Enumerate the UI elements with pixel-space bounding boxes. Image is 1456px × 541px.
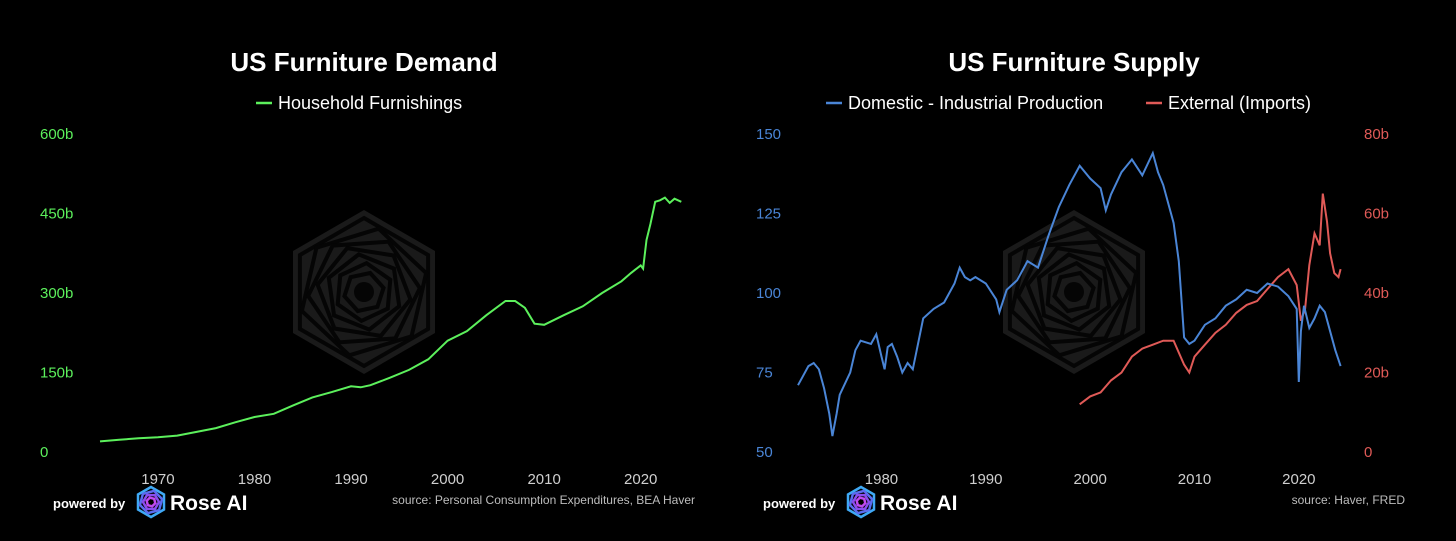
series-line-household-furnishings xyxy=(99,196,682,443)
x-tick-label: 1970 xyxy=(141,471,174,488)
hexagon-spiral-watermark-icon xyxy=(293,210,435,374)
y-right-tick-label: 80b xyxy=(1364,126,1389,143)
y-right-tick-label: 0 xyxy=(1364,444,1372,461)
x-tick-label: 1980 xyxy=(238,471,271,488)
y-tick-label: 0 xyxy=(40,444,48,461)
y-tick-label: 450b xyxy=(40,206,73,223)
rose-ai-logo-icon xyxy=(846,485,876,519)
chart-title: US Furniture Supply xyxy=(948,47,1200,77)
rose-ai-logo-icon xyxy=(136,485,166,519)
x-tick-label: 1990 xyxy=(334,471,367,488)
y-axis-right: 0 20b 40b 60b 80b xyxy=(1364,126,1389,461)
series-line-domestic xyxy=(797,150,1342,437)
series-line-imports xyxy=(1079,193,1342,406)
rose-ai-branding: powered by Rose AI xyxy=(53,485,247,519)
y-axis: 0 150b 300b 450b 600b xyxy=(40,126,73,461)
x-tick-label: 1990 xyxy=(969,471,1002,488)
y-axis-left: 50 75 100 125 150 xyxy=(756,126,781,461)
brand-name: Rose AI xyxy=(880,492,957,515)
y-left-tick-label: 125 xyxy=(756,206,781,223)
y-left-tick-label: 150 xyxy=(756,126,781,143)
y-tick-label: 600b xyxy=(40,126,73,143)
demand-chart-panel: US Furniture Demand Household Furnishing… xyxy=(40,47,695,519)
x-tick-label: 2000 xyxy=(1073,471,1106,488)
powered-by-label: powered by xyxy=(763,496,836,511)
source-note: source: Personal Consumption Expenditure… xyxy=(392,493,695,507)
y-tick-label: 150b xyxy=(40,365,73,382)
x-tick-label: 2020 xyxy=(1282,471,1315,488)
y-tick-label: 300b xyxy=(40,285,73,302)
x-tick-label: 2020 xyxy=(624,471,657,488)
legend: Domestic - Industrial Production Externa… xyxy=(826,93,1311,113)
source-note: source: Haver, FRED xyxy=(1292,493,1406,507)
x-tick-label: 2010 xyxy=(527,471,560,488)
x-tick-label: 1980 xyxy=(865,471,898,488)
y-left-tick-label: 50 xyxy=(756,444,773,461)
y-left-tick-label: 75 xyxy=(756,365,773,382)
x-tick-label: 2010 xyxy=(1178,471,1211,488)
brand-name: Rose AI xyxy=(170,492,247,515)
y-right-tick-label: 20b xyxy=(1364,365,1389,382)
supply-chart: US Furniture Supply Domestic - Industria… xyxy=(756,47,1406,519)
legend-label-imports: External (Imports) xyxy=(1168,93,1311,113)
chart-title: US Furniture Demand xyxy=(230,47,497,77)
x-axis: 1970 1980 1990 2000 2010 2020 xyxy=(141,471,657,488)
legend-label-domestic: Domestic - Industrial Production xyxy=(848,93,1103,113)
legend-label-household-furnishings: Household Furnishings xyxy=(278,93,462,113)
legend: Household Furnishings xyxy=(256,93,462,113)
y-left-tick-label: 100 xyxy=(756,285,781,302)
supply-chart-panel: US Furniture Supply Domestic - Industria… xyxy=(728,0,1456,541)
x-axis: 1980 1990 2000 2010 2020 xyxy=(865,471,1316,488)
demand-chart: US Furniture Demand Household Furnishing… xyxy=(40,47,695,519)
rose-ai-branding: powered by Rose AI xyxy=(763,485,957,519)
y-right-tick-label: 40b xyxy=(1364,285,1389,302)
hexagon-spiral-watermark-icon xyxy=(1003,210,1145,374)
y-right-tick-label: 60b xyxy=(1364,206,1389,223)
x-tick-label: 2000 xyxy=(431,471,464,488)
powered-by-label: powered by xyxy=(53,496,126,511)
